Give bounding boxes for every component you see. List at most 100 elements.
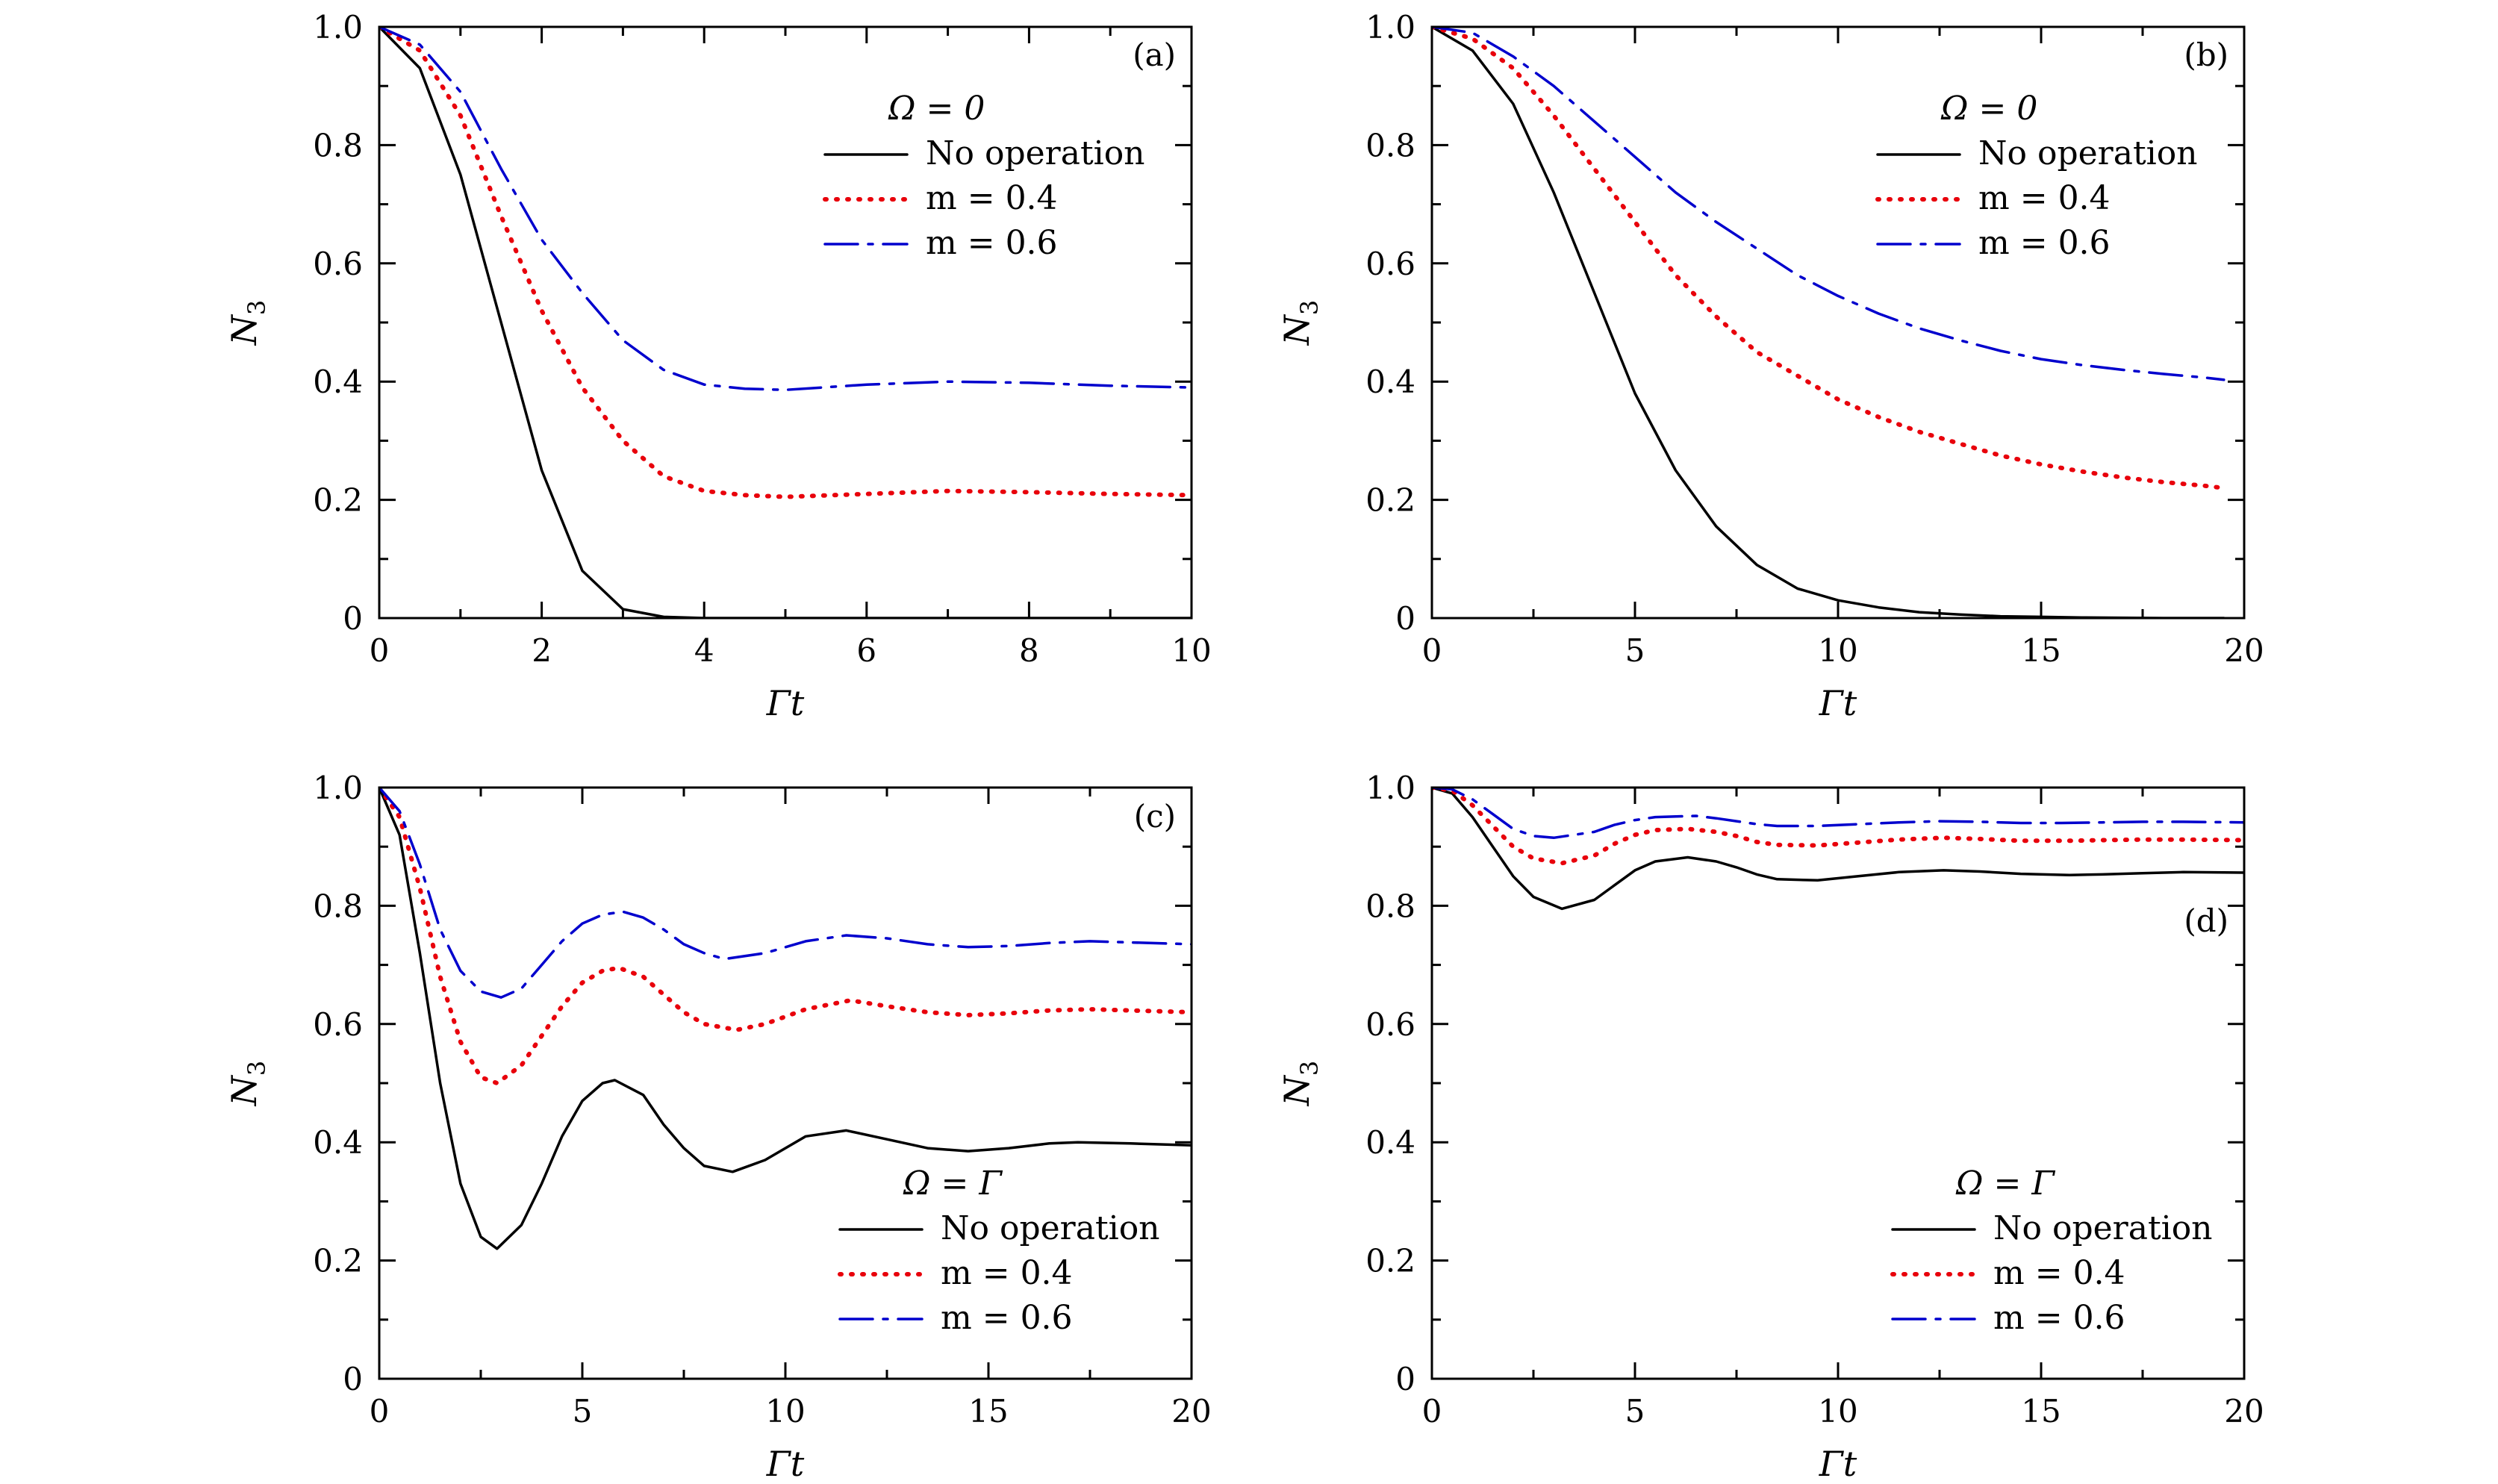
- y-tick-label: 0.8: [313, 127, 363, 163]
- x-tick-label: 4: [694, 632, 714, 669]
- legend-label: m = 0.6: [1993, 1299, 2125, 1337]
- y-axis-title-subscript: 3: [243, 1061, 271, 1076]
- y-tick-label: 0: [343, 600, 363, 637]
- panel-d: 0 5 10 15 20 0 0.2 0.4 0.6 0.8 1.0 Γt N3 (d) Ω = Γ No o…: [1277, 770, 2264, 1484]
- legend: Ω = 0 No operation m = 0.4 m = 0.6: [1875, 90, 2198, 262]
- legend-label: No operation: [941, 1209, 1160, 1247]
- y-axis-title-main: N: [1277, 314, 1317, 346]
- legend-label: m = 0.4: [1993, 1254, 2125, 1292]
- series-line-solid: [1432, 788, 2244, 911]
- x-tick-label: 15: [2021, 1393, 2061, 1430]
- x-axis-title: Γt: [1819, 1444, 1857, 1484]
- y-tick-label: 0.2: [313, 482, 363, 519]
- series-line-dotted: [379, 788, 1192, 1085]
- y-tick-label: 1.0: [1365, 770, 1415, 806]
- x-tick-label: 10: [1818, 632, 1857, 669]
- x-tick-label: 10: [1818, 1393, 1857, 1430]
- y-tick-label: 0.4: [1365, 1124, 1415, 1161]
- x-tick-label: 8: [1019, 632, 1039, 669]
- y-tick-label: 0.2: [313, 1243, 363, 1279]
- legend-label: m = 0.6: [926, 224, 1058, 262]
- series-line-dashdot: [379, 27, 1192, 392]
- legend-label: m = 0.4: [926, 179, 1058, 217]
- y-axis-title-subscript: 3: [1295, 1061, 1324, 1076]
- y-axis-title: N3: [224, 300, 271, 346]
- legend-title: Ω = Γ: [1955, 1165, 2055, 1203]
- y-tick-label: 1.0: [1365, 9, 1415, 46]
- y-tick-label: 0.8: [1365, 888, 1415, 924]
- x-tick-label: 0: [1422, 632, 1442, 669]
- panel-a: 0 2 4 6 8 10 0 0.2 0.4 0.6 0.8 1.0 Γt N3 (a) Ω = 0 No op…: [224, 9, 1212, 723]
- legend-label: m = 0.4: [1978, 179, 2111, 217]
- series-line-solid: [379, 788, 1192, 1250]
- y-tick-label: 0.6: [313, 1006, 363, 1043]
- legend-label: No operation: [1978, 134, 2198, 172]
- x-axis-title: Γt: [766, 683, 805, 723]
- series-line-solid: [379, 27, 1192, 618]
- panel-label: (c): [1134, 798, 1176, 835]
- x-tick-label: 10: [765, 1393, 805, 1430]
- y-axis-title-main: N: [224, 1074, 264, 1106]
- x-tick-label: 5: [1625, 632, 1645, 669]
- y-tick-label: 0: [1395, 600, 1415, 637]
- y-tick-label: 0.2: [1365, 1243, 1415, 1279]
- x-tick-label: 5: [1625, 1393, 1645, 1430]
- x-tick-label: 20: [1171, 1393, 1211, 1430]
- y-tick-label: 0.2: [1365, 482, 1415, 519]
- legend: Ω = 0 No operation m = 0.4 m = 0.6: [823, 90, 1145, 262]
- series-line-dashdot: [1432, 27, 2226, 381]
- legend-title: Ω = Γ: [903, 1165, 1003, 1203]
- panel-label: (b): [2184, 37, 2228, 73]
- x-tick-label: 15: [2021, 632, 2061, 669]
- panel-label: (d): [2184, 902, 2228, 939]
- y-tick-label: 0.8: [1365, 127, 1415, 163]
- y-tick-label: 0.6: [313, 246, 363, 282]
- y-axis-title: N3: [1277, 300, 1324, 346]
- x-tick-label: 15: [968, 1393, 1008, 1430]
- series-line-dotted: [379, 27, 1192, 499]
- y-axis-title-subscript: 3: [243, 300, 271, 315]
- legend-label: m = 0.4: [941, 1254, 1073, 1292]
- x-tick-label: 6: [856, 632, 876, 669]
- legend: Ω = Γ No operation m = 0.4 m = 0.6: [838, 1165, 1160, 1337]
- series-line-dotted: [1432, 27, 2226, 490]
- panel-c: 0 5 10 15 20 0 0.2 0.4 0.6 0.8 1.0 Γt N3 (c) Ω = Γ No o…: [224, 770, 1212, 1484]
- x-tick-label: 0: [370, 632, 390, 669]
- x-tick-label: 2: [532, 632, 552, 669]
- series-line-dashdot: [1432, 788, 2244, 840]
- x-axis-title: Γt: [766, 1444, 805, 1484]
- y-tick-label: 0.6: [1365, 246, 1415, 282]
- y-tick-label: 0.4: [313, 1124, 363, 1161]
- y-axis-title: N3: [224, 1061, 271, 1107]
- panel-label: (a): [1133, 37, 1176, 73]
- x-tick-label: 10: [1171, 632, 1211, 669]
- legend-label: m = 0.6: [1978, 224, 2111, 262]
- x-tick-label: 0: [370, 1393, 390, 1430]
- x-tick-label: 20: [2224, 1393, 2264, 1430]
- y-tick-label: 0.6: [1365, 1006, 1415, 1043]
- y-tick-label: 1.0: [313, 9, 363, 46]
- y-tick-label: 0: [343, 1361, 363, 1397]
- y-tick-label: 0.4: [1365, 364, 1415, 400]
- x-tick-label: 5: [573, 1393, 593, 1430]
- x-tick-label: 0: [1422, 1393, 1442, 1430]
- x-axis-title: Γt: [1819, 683, 1857, 723]
- y-axis-title: N3: [1277, 1061, 1324, 1107]
- x-tick-label: 20: [2224, 632, 2264, 669]
- panel-b: 0 5 10 15 20 0 0.2 0.4 0.6 0.8 1.0 Γt N3 (b) Ω = 0 No o…: [1277, 9, 2264, 723]
- legend: Ω = Γ No operation m = 0.4 m = 0.6: [1890, 1165, 2213, 1337]
- y-axis-title-main: N: [224, 314, 264, 346]
- series-line-dashdot: [379, 788, 1192, 999]
- legend-label: No operation: [926, 134, 1145, 172]
- legend-label: m = 0.6: [941, 1299, 1073, 1337]
- y-tick-label: 0.4: [313, 364, 363, 400]
- y-tick-label: 0: [1395, 1361, 1415, 1397]
- legend-title: Ω = 0: [888, 90, 985, 128]
- y-axis-title-main: N: [1277, 1074, 1317, 1106]
- y-tick-label: 1.0: [313, 770, 363, 806]
- legend-title: Ω = 0: [1940, 90, 2037, 128]
- series-line-solid: [1432, 27, 2226, 618]
- y-axis-title-subscript: 3: [1295, 300, 1324, 315]
- legend-label: No operation: [1993, 1209, 2213, 1247]
